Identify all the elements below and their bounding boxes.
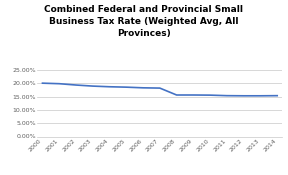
Text: Combined Federal and Provincial Small
Business Tax Rate (Weighted Avg, All
Provi: Combined Federal and Provincial Small Bu… xyxy=(45,5,243,38)
